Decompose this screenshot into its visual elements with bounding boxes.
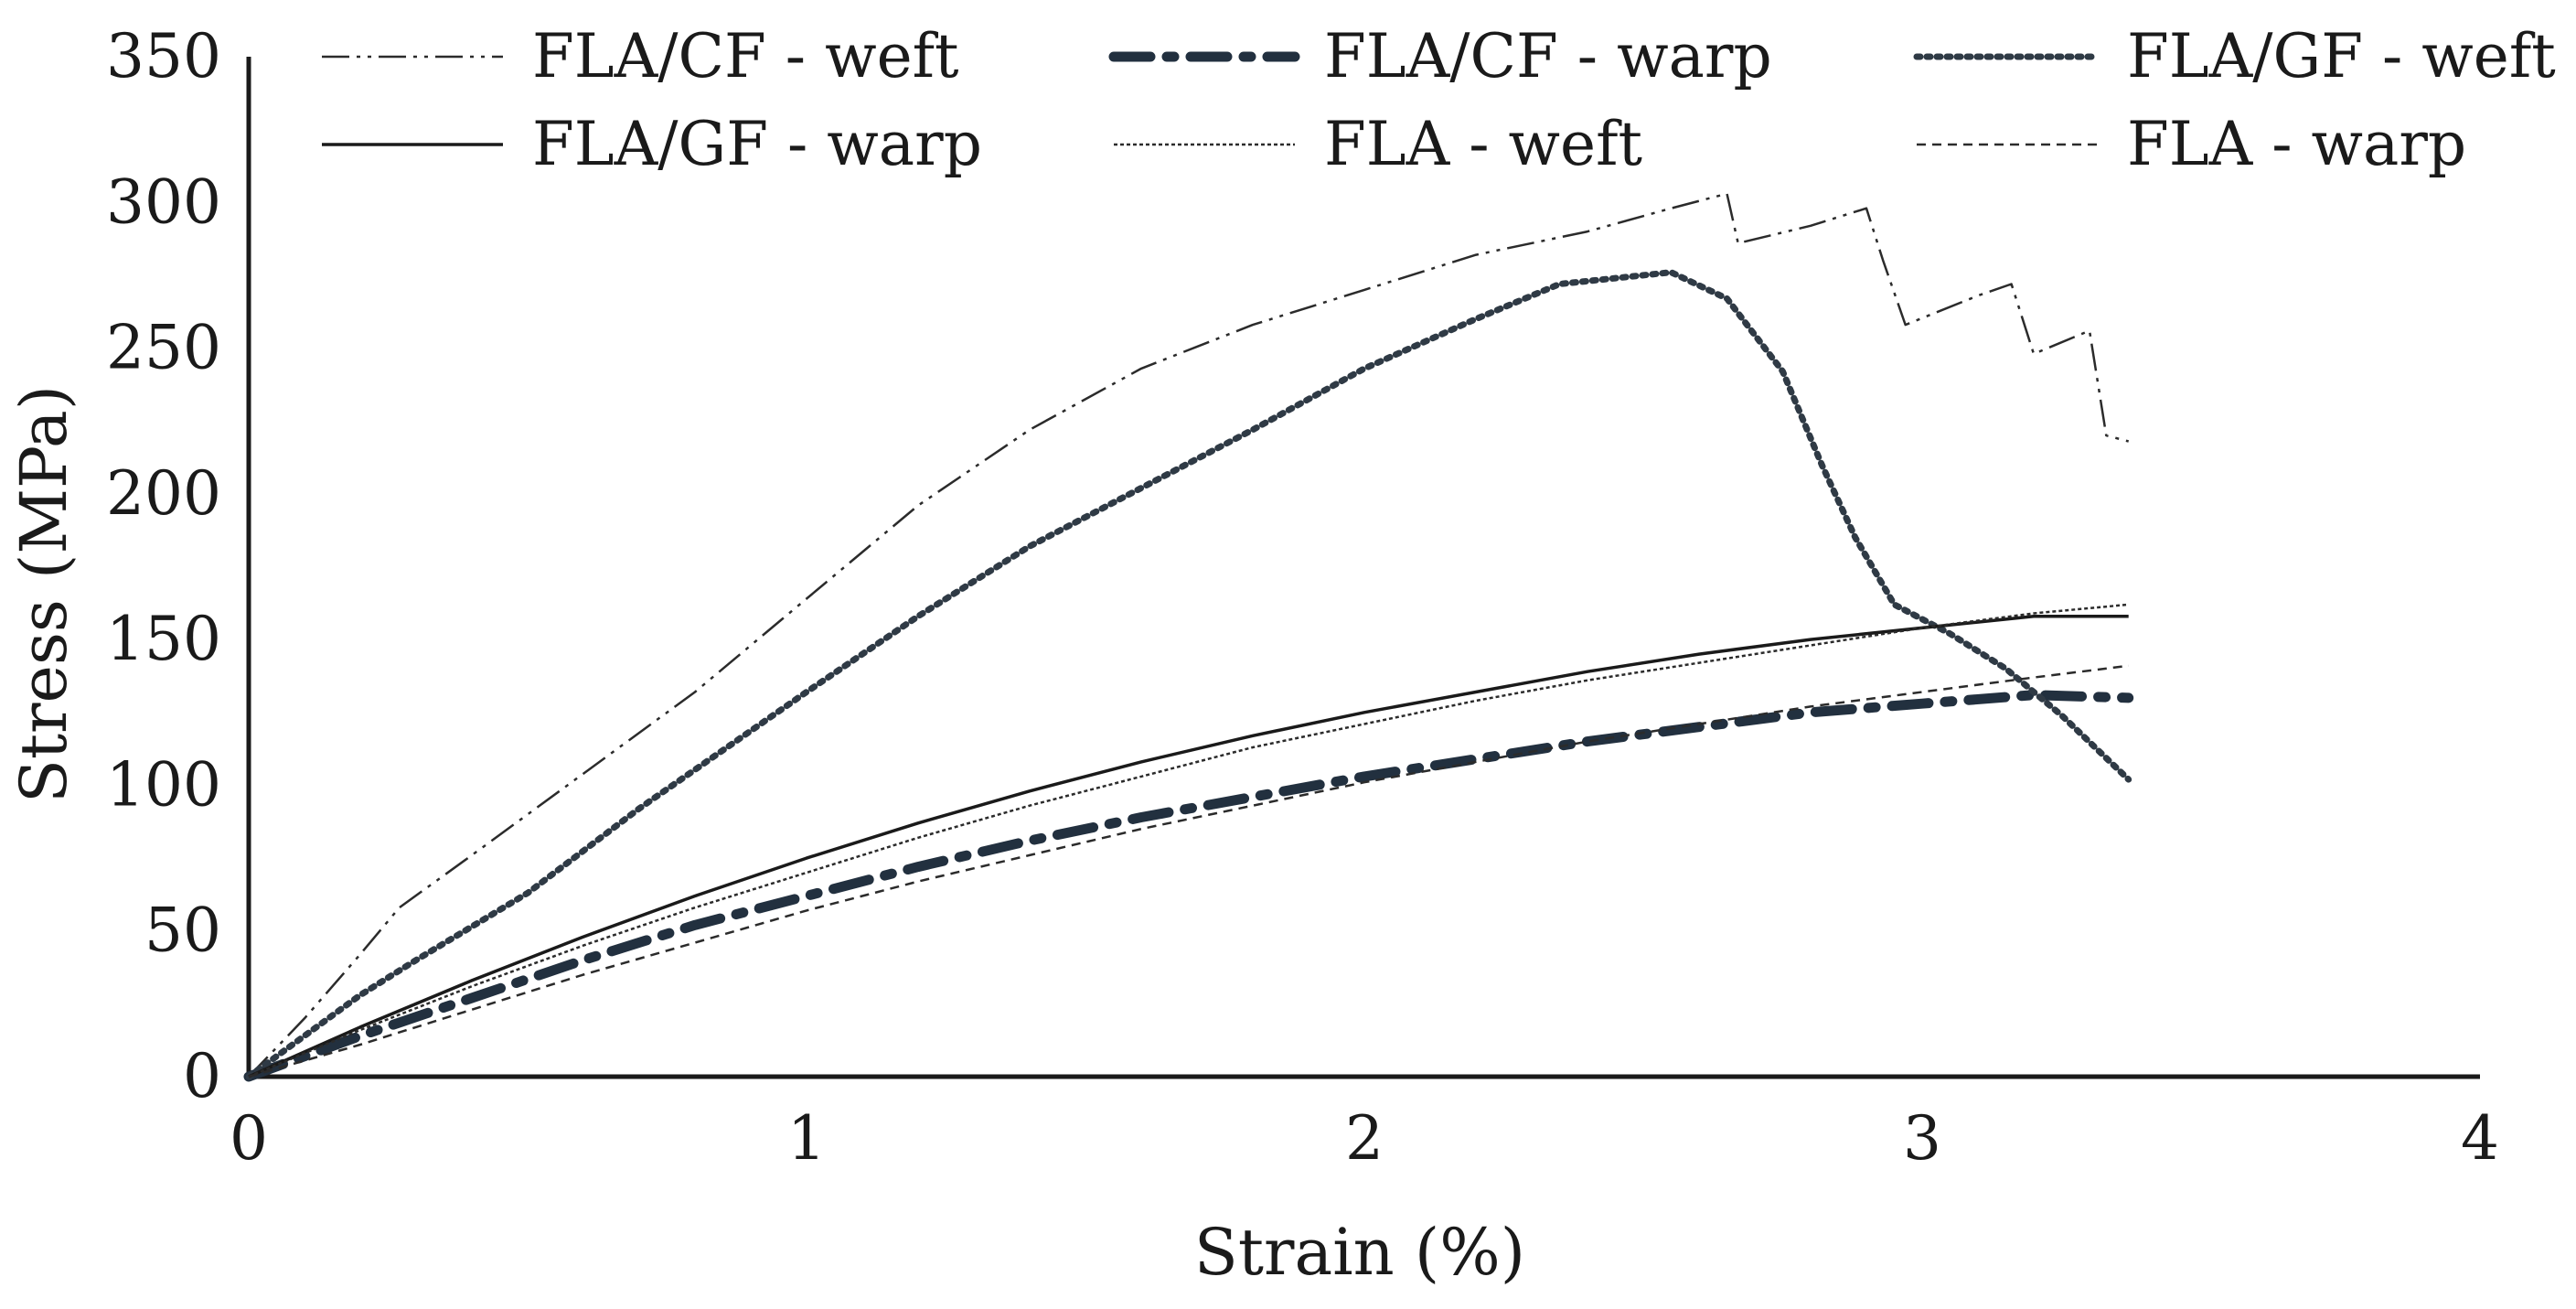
series-lines xyxy=(243,192,2134,1082)
y-tick-label: 0 xyxy=(183,1041,221,1111)
series-line-fla-warp xyxy=(248,664,2129,1078)
legend-label: FLA - warp xyxy=(2127,109,2466,179)
x-axis-title: Strain (%) xyxy=(1194,1215,1525,1290)
series-line-fla-cf-warp xyxy=(243,690,2134,1082)
x-tick-label: 1 xyxy=(787,1103,826,1174)
series-line-fla-gf-warp xyxy=(248,614,2129,1078)
series-line-fla-weft xyxy=(248,603,2129,1078)
y-tick-label: 150 xyxy=(106,604,221,674)
x-tick-label: 4 xyxy=(2461,1103,2499,1174)
x-tick-label: 3 xyxy=(1903,1103,1941,1174)
y-tick-label: 50 xyxy=(144,896,221,966)
y-tick-label: 100 xyxy=(106,749,221,820)
series-line-fla-gf-weft xyxy=(245,269,2132,1080)
legend-label: FLA/GF - weft xyxy=(2127,21,2556,91)
y-axis-title: Stress (MPa) xyxy=(6,385,81,803)
y-tick-label: 200 xyxy=(106,458,221,529)
y-tick-label: 350 xyxy=(106,21,221,91)
y-tick-label: 250 xyxy=(106,313,221,383)
axes: 0 1 2 3 4 0 50 100 150 200 250 300 350 Strain (%) Stre… xyxy=(6,21,2499,1290)
y-tick-label: 300 xyxy=(106,166,221,237)
legend: FLA/CF - weft FLA/CF - warp FLA/GF - weft F… xyxy=(322,21,2556,179)
legend-label: FLA/CF - weft xyxy=(532,21,959,91)
x-tick-label: 0 xyxy=(230,1103,268,1174)
series-line-fla-cf-weft xyxy=(248,192,2130,1078)
legend-label: FLA - weft xyxy=(1324,109,1642,179)
legend-label: FLA/GF - warp xyxy=(532,109,982,179)
legend-label: FLA/CF - warp xyxy=(1324,21,1772,91)
x-tick-label: 2 xyxy=(1345,1103,1384,1174)
